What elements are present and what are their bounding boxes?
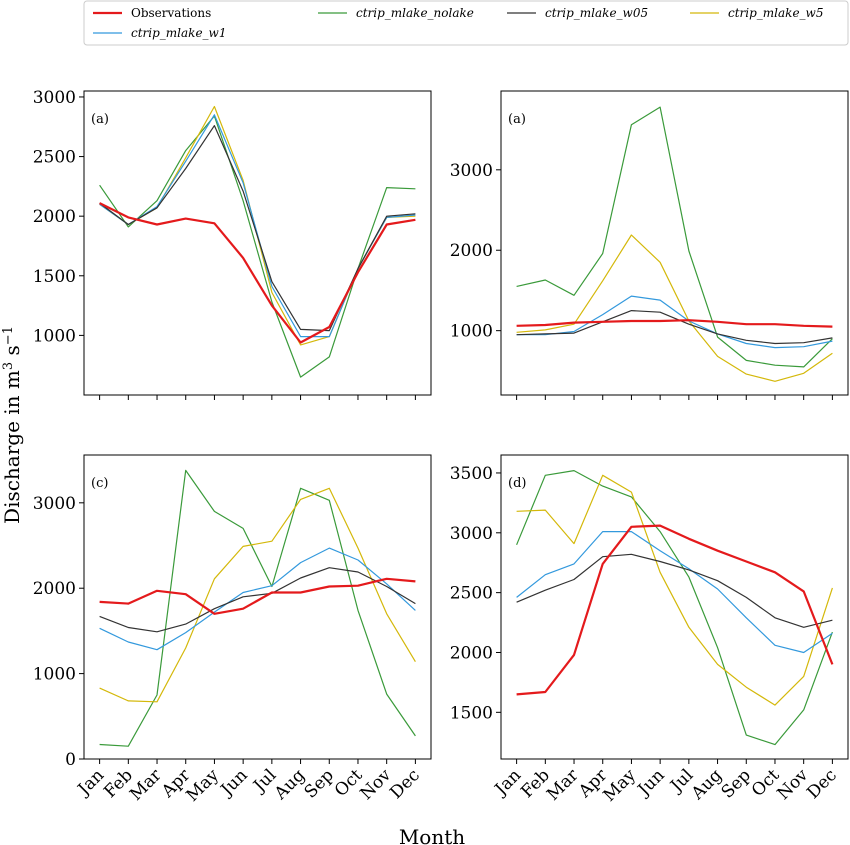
series-lines [99, 105, 416, 378]
panel-top-left: 1000 1500 2000 2500 3000 (a) [33, 88, 432, 400]
legend-frame [83, 0, 849, 46]
x-axis-title: Month [399, 825, 465, 845]
y-tick-label: 3000 [450, 524, 493, 544]
y-axis-title-sup2: −1 [1, 326, 16, 345]
x-tick-label: Jun [633, 765, 669, 801]
series-line-ctrip-mlake-w5 [99, 105, 416, 346]
series-line-ctrip-mlake-w5 [516, 234, 833, 382]
plot-frame [500, 90, 849, 396]
series-line-ctrip-mlake-nolake [516, 106, 833, 368]
y-tick-label: 1000 [33, 326, 76, 346]
x-tick-label: Jan [490, 765, 525, 800]
y-tick-label: 1000 [33, 665, 76, 685]
series-line-observations [99, 577, 416, 615]
panel-bottom-left: 0100020003000JanFebMarAprMayJunJulAugSep… [33, 454, 432, 806]
series-lines [516, 470, 834, 746]
series-line-ctrip-mlake-w1 [516, 295, 833, 349]
y-tick-label: 2000 [33, 207, 76, 227]
y-tick-label: 3000 [33, 88, 76, 108]
y-tick-label: 2000 [450, 643, 493, 663]
panel-label: (c) [91, 476, 108, 491]
series-line-ctrip-mlake-w05 [99, 124, 416, 332]
series-line-ctrip-mlake-w05 [516, 553, 833, 628]
plot-frame [83, 454, 432, 760]
y-tick-label: 3000 [33, 494, 76, 514]
series-lines [99, 469, 416, 747]
legend: Observations ctrip_mlake_nolake ctrip_mlak… [83, 0, 849, 46]
panel-top-right: 1000 2000 3000 (a) [450, 90, 849, 400]
panel-label: (a) [91, 112, 109, 127]
series-line-ctrip-mlake-nolake [516, 470, 833, 746]
chart-panels: 1000 1500 2000 2500 3000 (a) 1000 2000 3000 (a) 0 1… [33, 88, 849, 806]
y-tick-label: 3500 [450, 464, 493, 484]
series-lines [516, 106, 833, 382]
series-line-observations [516, 524, 834, 696]
series-line-ctrip-mlake-w05 [99, 567, 416, 633]
series-line-ctrip-mlake-w5 [99, 487, 416, 703]
series-line-ctrip-mlake-w1 [99, 547, 416, 651]
y-tick-label: 2000 [450, 241, 493, 261]
x-tick-label: Jun [216, 765, 252, 801]
series-line-ctrip-mlake-w1 [516, 530, 833, 654]
y-tick-label: 1500 [450, 703, 493, 723]
legend-label-ctrip-mlake-nolake: ctrip_mlake_nolake [356, 6, 474, 20]
y-tick-label: 2000 [33, 579, 76, 599]
x-tick-label: Jan [73, 765, 108, 800]
series-line-ctrip-mlake-w5 [516, 474, 833, 706]
series-line-observations [516, 319, 833, 328]
y-axis-title-sup1: 3 [1, 362, 16, 370]
x-tick-label: Sep [301, 765, 338, 802]
series-line-observations [99, 202, 416, 344]
y-axis-title-mid: s [0, 345, 24, 362]
legend-label-observations: Observations [131, 6, 211, 20]
y-tick-label: 2500 [33, 148, 76, 168]
legend-label-ctrip-mlake-w1: ctrip_mlake_w1 [131, 26, 226, 40]
y-axis-title-main: Discharge in m [0, 370, 24, 524]
panel-bottom-right: 15002000250030003500JanFebMarAprMayJunJu… [450, 454, 849, 806]
y-tick-label: 1500 [33, 267, 76, 287]
x-tick-label: Dec [803, 765, 841, 803]
x-tick-label: Sep [718, 765, 755, 802]
panel-label: (a) [508, 112, 526, 127]
series-line-ctrip-mlake-nolake [99, 115, 416, 378]
legend-label-ctrip-mlake-w05: ctrip_mlake_w05 [545, 6, 648, 20]
series-line-ctrip-mlake-w1 [99, 114, 416, 338]
panel-label: (d) [508, 476, 526, 491]
legend-label-ctrip-mlake-w5: ctrip_mlake_w5 [728, 6, 823, 20]
y-tick-label: 1000 [450, 322, 493, 342]
plot-frame [83, 90, 432, 396]
y-axis-title: Discharge in m3 s−1 [0, 326, 24, 524]
x-tick-label: Dec [386, 765, 424, 803]
y-tick-label: 2500 [450, 584, 493, 604]
y-tick-label: 0 [65, 750, 76, 770]
y-tick-label: 3000 [450, 161, 493, 181]
plot-frame [500, 454, 849, 760]
series-line-ctrip-mlake-w05 [516, 310, 833, 345]
series-line-ctrip-mlake-nolake [99, 469, 416, 747]
